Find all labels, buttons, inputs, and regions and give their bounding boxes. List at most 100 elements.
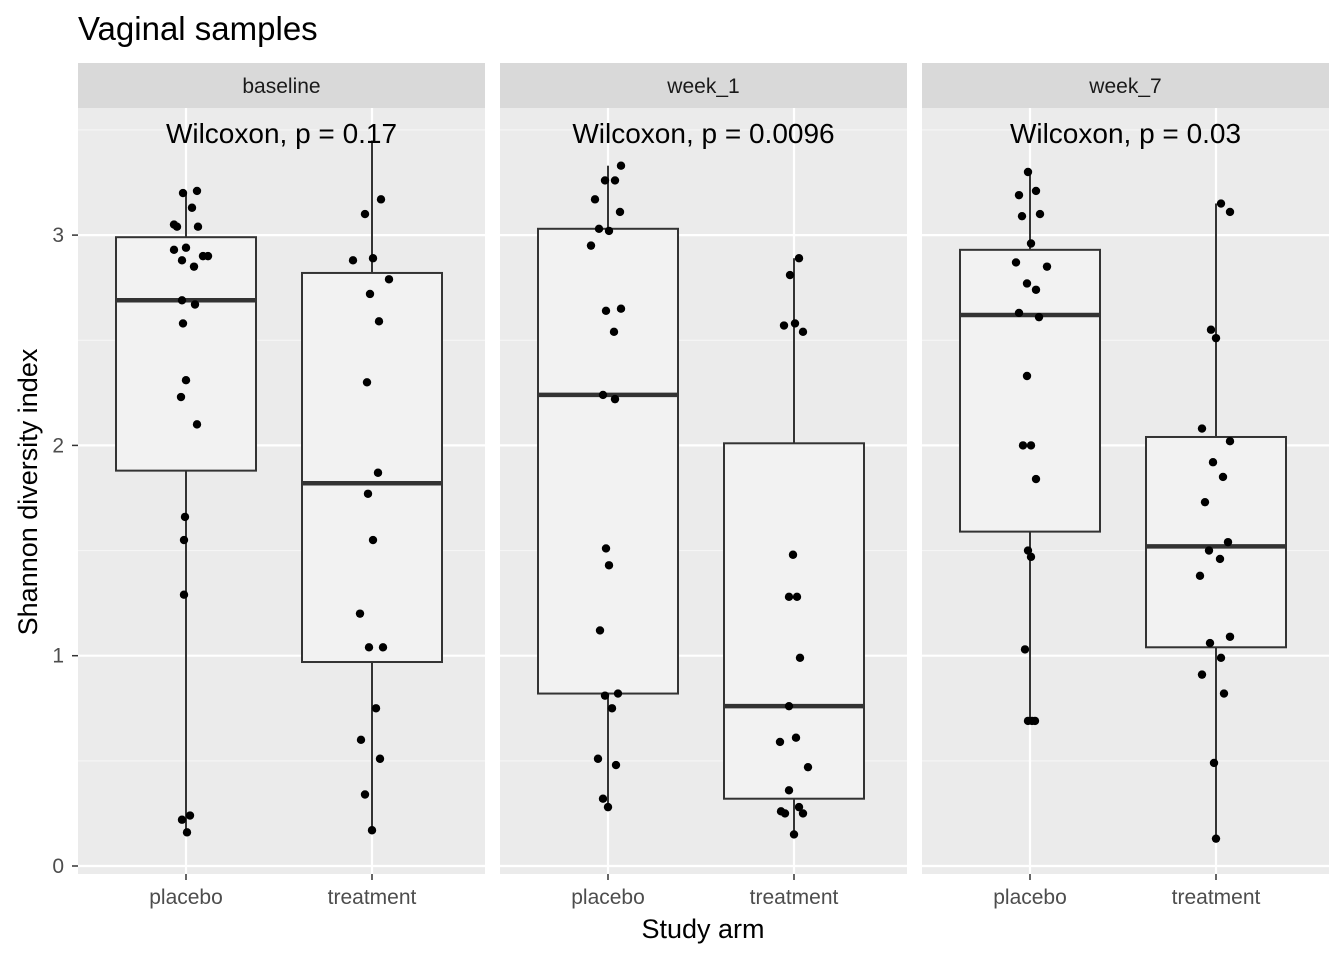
box-placebo xyxy=(959,167,1101,726)
data-point xyxy=(181,243,191,252)
data-point xyxy=(803,762,813,772)
data-point xyxy=(1026,552,1036,562)
data-point xyxy=(192,186,202,196)
x-tick-label: treatment xyxy=(1172,886,1261,909)
data-point xyxy=(794,802,804,812)
data-point xyxy=(586,241,596,250)
y-tick-label: 0 xyxy=(52,855,64,878)
data-point xyxy=(1023,546,1033,555)
data-point xyxy=(189,262,199,271)
data-point xyxy=(788,550,798,559)
data-point xyxy=(792,592,802,602)
data-point xyxy=(607,704,617,713)
data-point xyxy=(1223,537,1233,547)
data-point xyxy=(604,561,614,570)
facet-strip-label: week_1 xyxy=(666,75,739,98)
data-point xyxy=(178,188,188,198)
data-point xyxy=(1218,472,1228,482)
data-point xyxy=(784,786,794,795)
box-iqr xyxy=(723,442,865,800)
data-point xyxy=(169,245,179,255)
data-point xyxy=(780,809,790,818)
plot-layer: 0 1 2 3 baseline Wilcoxon, p = 0.17 placebo tre… xyxy=(52,63,1329,909)
box-iqr xyxy=(537,227,679,695)
data-point xyxy=(1011,258,1021,267)
data-point xyxy=(1206,325,1216,334)
data-point xyxy=(601,544,611,553)
x-axis-title: Study arm xyxy=(641,914,764,944)
data-point xyxy=(363,489,373,498)
data-point xyxy=(1014,308,1024,318)
facet-strip-label: week_7 xyxy=(1088,75,1161,98)
facet-panel-week_7: week_7 Wilcoxon, p = 0.03 placebo treatment xyxy=(922,63,1329,909)
data-point xyxy=(1035,209,1045,219)
data-point xyxy=(177,815,187,824)
data-point xyxy=(368,254,378,263)
data-point xyxy=(1197,670,1207,679)
data-point xyxy=(613,689,623,698)
data-point xyxy=(1225,207,1235,217)
data-point xyxy=(611,760,621,770)
data-point xyxy=(610,394,620,404)
box-treatment xyxy=(1145,199,1287,843)
facet-strip xyxy=(78,63,485,108)
data-point xyxy=(610,176,620,185)
data-point xyxy=(1219,689,1229,698)
y-tick-label: 3 xyxy=(52,224,64,247)
data-point xyxy=(1020,645,1030,654)
wilcoxon-annotation: Wilcoxon, p = 0.03 xyxy=(1010,118,1241,149)
data-point xyxy=(1030,716,1040,726)
chart-title: Vaginal samples xyxy=(78,10,318,47)
data-point xyxy=(594,224,604,233)
data-point xyxy=(176,392,186,402)
data-point xyxy=(203,251,213,261)
data-point xyxy=(600,691,610,700)
facet-panel-week_1: week_1 Wilcoxon, p = 0.0096 placebo treatme… xyxy=(500,63,907,909)
data-point xyxy=(785,270,795,280)
data-point xyxy=(784,701,794,711)
data-point xyxy=(1026,239,1036,248)
data-point xyxy=(1208,458,1218,467)
data-point xyxy=(190,300,200,309)
data-point xyxy=(367,826,377,835)
data-point xyxy=(604,226,614,236)
data-point xyxy=(179,535,189,545)
data-point xyxy=(1017,211,1027,221)
y-tick-label: 1 xyxy=(52,645,64,668)
x-tick-label: placebo xyxy=(149,886,223,909)
x-tick-label: placebo xyxy=(571,886,645,909)
data-point xyxy=(598,794,608,803)
data-point xyxy=(179,590,189,599)
data-point xyxy=(1018,441,1028,450)
data-point xyxy=(192,420,202,429)
facet-strip xyxy=(922,63,1329,108)
data-point xyxy=(365,289,375,299)
data-point xyxy=(593,754,603,763)
box-iqr xyxy=(1145,435,1287,649)
data-point xyxy=(1216,199,1226,208)
data-point xyxy=(355,609,365,618)
facet-strip xyxy=(500,63,907,108)
data-point xyxy=(177,256,187,265)
data-point xyxy=(185,811,195,820)
data-point xyxy=(1209,758,1219,768)
box-iqr xyxy=(115,236,257,472)
data-point xyxy=(790,319,800,328)
wilcoxon-annotation: Wilcoxon, p = 0.17 xyxy=(166,118,397,149)
data-point xyxy=(360,790,370,799)
y-tick-label: 2 xyxy=(52,434,64,457)
data-point xyxy=(1200,497,1210,507)
data-point xyxy=(177,296,187,305)
data-point xyxy=(1197,424,1207,433)
data-point xyxy=(616,161,626,170)
data-point xyxy=(193,222,203,231)
data-point xyxy=(789,830,799,839)
data-point xyxy=(172,222,182,231)
data-point xyxy=(360,209,370,219)
data-point xyxy=(1042,262,1052,271)
data-point xyxy=(590,195,600,204)
data-point xyxy=(1211,834,1221,843)
box-placebo xyxy=(537,161,679,812)
data-point xyxy=(373,468,383,477)
data-point xyxy=(798,327,808,337)
